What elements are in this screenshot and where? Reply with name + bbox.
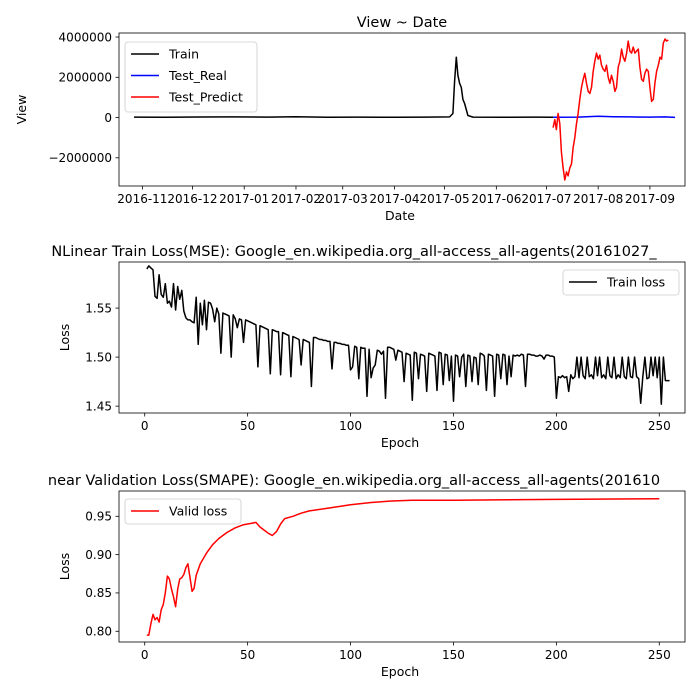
- series-line-train-loss: [146, 265, 670, 405]
- y-tick-label: 0.90: [85, 548, 112, 562]
- legend: Valid loss: [124, 498, 242, 525]
- y-axis-label: View: [14, 95, 29, 125]
- x-tick-label: 0: [141, 419, 149, 433]
- x-axis-label: Date: [385, 208, 415, 223]
- x-axis-label: Epoch: [381, 435, 419, 450]
- legend-box: [124, 41, 258, 113]
- series-line-test-predict: [552, 38, 669, 181]
- series-line-test-real: [553, 115, 676, 119]
- x-tick-label: 2017-06: [471, 192, 521, 206]
- y-tick-label: 0.85: [85, 586, 112, 600]
- legend-box: [124, 498, 242, 525]
- plot-frame: [118, 261, 686, 414]
- chart-title: NLinear Train Loss(MSE): Google_en.wikip…: [51, 244, 657, 260]
- x-tick-label: 2017-08: [573, 192, 623, 206]
- x-tick-label: 2017-01: [219, 192, 269, 206]
- x-tick-label: 2016-12: [167, 192, 217, 206]
- y-tick-label: 0.80: [85, 625, 112, 639]
- x-tick-label: 2017-04: [369, 192, 419, 206]
- y-tick-label: 4000000: [59, 30, 112, 44]
- x-tick-label: 50: [240, 648, 255, 662]
- series-line-valid-loss: [146, 497, 660, 636]
- y-tick-label: 1.50: [85, 350, 112, 364]
- x-tick-label: 100: [339, 648, 362, 662]
- legend: Train loss: [562, 269, 680, 296]
- y-tick-label: 0: [104, 111, 112, 125]
- plot-frame: [118, 32, 686, 187]
- legend-label: Valid loss: [169, 504, 227, 519]
- plot-frame: [118, 490, 686, 643]
- chart-title: View ~ Date: [357, 15, 448, 31]
- legend: Train Test_Real Test_Predict: [124, 41, 258, 113]
- legend-label: Test_Predict: [168, 90, 243, 105]
- y-tick-label: 1.55: [85, 301, 112, 315]
- y-tick-label: −2000000: [49, 151, 113, 165]
- x-axis-label: Epoch: [381, 664, 419, 679]
- x-tick-label: 2017-07: [521, 192, 571, 206]
- x-tick-label: 250: [648, 648, 671, 662]
- legend-box: [562, 269, 680, 296]
- x-tick-label: 50: [240, 419, 255, 433]
- x-tick-label: 0: [141, 648, 149, 662]
- x-tick-label: 150: [442, 419, 465, 433]
- x-tick-label: 200: [545, 648, 568, 662]
- x-tick-label: 2017-05: [420, 192, 470, 206]
- x-tick-label: 100: [339, 419, 362, 433]
- x-tick-label: 2017-09: [625, 192, 675, 206]
- x-tick-label: 2017-03: [318, 192, 368, 206]
- y-axis-label: Loss: [57, 553, 72, 580]
- x-tick-label: 150: [442, 648, 465, 662]
- legend-label: Train loss: [606, 275, 665, 290]
- x-tick-label: 2017-02: [271, 192, 321, 206]
- x-tick-label: 250: [648, 419, 671, 433]
- chart-title: near Validation Loss(SMAPE): Google_en.w…: [48, 473, 660, 489]
- x-tick-label: 2016-11: [117, 192, 167, 206]
- chart-panel-3: 0 50 100 150 200 250 0.80 0.85 0.90 0.95 near Vali…: [48, 473, 686, 679]
- legend-label: Train: [168, 47, 199, 62]
- y-tick-label: 1.45: [85, 399, 112, 413]
- chart-panel-2: 0 50 100 150 200 250 1.45 1.50 1.55 NLinear Train…: [51, 244, 686, 450]
- legend-label: Test_Real: [168, 68, 227, 83]
- series-line-train: [133, 56, 554, 119]
- y-axis-label: Loss: [57, 324, 72, 351]
- y-tick-label: 0.95: [85, 510, 112, 524]
- y-tick-label: 2000000: [59, 71, 112, 85]
- x-tick-label: 200: [545, 419, 568, 433]
